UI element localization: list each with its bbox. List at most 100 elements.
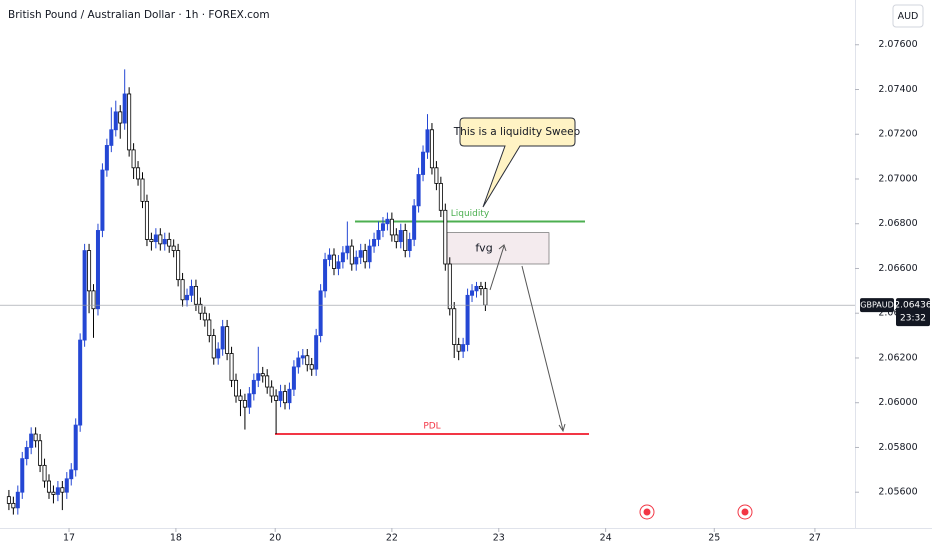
candle-body <box>470 290 475 296</box>
currency-label: AUD <box>898 11 919 22</box>
candle-body <box>104 145 109 171</box>
candle-body <box>136 167 141 180</box>
candle-body <box>327 254 332 260</box>
candle-body <box>465 294 470 345</box>
candle-body <box>6 496 11 504</box>
y-tick-label: 2.06000 <box>878 397 917 408</box>
candle-body <box>247 393 252 408</box>
candle-body <box>336 261 341 269</box>
x-tick-label: 24 <box>600 533 612 544</box>
candle-body <box>452 308 457 345</box>
candle-body <box>331 254 336 269</box>
candle-body <box>376 230 381 240</box>
candle-body <box>225 326 230 354</box>
candle-body <box>131 149 136 169</box>
price-badge <box>896 298 930 327</box>
arrow <box>489 245 505 291</box>
level-label: Liquidity <box>451 209 490 219</box>
candle-body <box>403 230 408 251</box>
candle-body <box>242 400 247 408</box>
y-tick-label: 2.07200 <box>878 129 917 140</box>
candle-body <box>24 447 29 460</box>
y-tick-label: 2.06200 <box>878 352 917 363</box>
candle-body <box>220 326 225 350</box>
callout-text: This is a liquidity Sweep <box>453 126 581 138</box>
event-icon[interactable] <box>639 504 655 520</box>
candle-body <box>483 288 488 306</box>
chart-title: British Pound / Australian Dollar · 1h ·… <box>8 9 270 21</box>
candle-body <box>113 111 118 131</box>
x-tick-label: 25 <box>708 533 720 544</box>
candle-body <box>162 238 167 245</box>
candle-body <box>358 250 363 258</box>
callout-bubble <box>459 117 576 208</box>
candle-body <box>349 245 354 265</box>
candle-body <box>274 395 279 401</box>
candle-body <box>260 373 265 377</box>
candle-body <box>234 379 239 397</box>
y-tick-label: 2.05600 <box>878 487 917 498</box>
candle-body <box>193 285 198 305</box>
candle-body <box>64 478 69 493</box>
candle-body <box>291 366 296 390</box>
candle-body <box>300 355 305 359</box>
x-tick-label: 20 <box>269 533 281 544</box>
candle-body <box>11 502 16 509</box>
y-tick-label: 2.07600 <box>878 39 917 50</box>
level-label: PDL <box>423 422 440 432</box>
arrow <box>521 265 564 431</box>
candle-body <box>51 491 56 495</box>
candle-body <box>461 344 466 352</box>
candle-body <box>202 312 207 321</box>
currency-button[interactable] <box>892 4 924 28</box>
candle-body <box>153 234 158 243</box>
candle-body <box>42 464 47 482</box>
candle-body <box>438 183 443 211</box>
candle-body <box>69 469 74 480</box>
candle-body <box>60 487 65 493</box>
candle-body <box>421 151 426 175</box>
candle-body <box>309 364 314 370</box>
candle-body <box>149 238 154 243</box>
last-price-label: 2.06436 <box>894 301 931 311</box>
candle-body <box>144 200 149 240</box>
candle-body <box>158 234 163 245</box>
candle-body <box>394 234 399 243</box>
y-tick-label: 2.06600 <box>878 263 917 274</box>
candle-body <box>55 487 60 495</box>
candle-body <box>238 395 243 401</box>
candle-body <box>416 174 421 207</box>
candle-body <box>345 245 350 254</box>
candle-body <box>33 433 38 442</box>
candle-body <box>256 373 261 381</box>
candle-body <box>185 294 190 301</box>
candle-body <box>46 480 51 493</box>
candle-body <box>372 238 377 247</box>
event-icon[interactable] <box>737 504 753 520</box>
y-tick-label: 2.07000 <box>878 173 917 184</box>
candle-body <box>100 169 105 231</box>
candle-body <box>367 245 372 263</box>
candle-body <box>118 111 123 124</box>
candle-body <box>429 129 434 169</box>
candle-body <box>318 290 323 336</box>
candle-body <box>412 205 417 240</box>
candle-body <box>207 319 212 336</box>
y-tick-label: 2.05800 <box>878 442 917 453</box>
x-tick-label: 22 <box>386 533 398 544</box>
candle-body <box>287 388 292 404</box>
candle-body <box>389 218 394 236</box>
candle-body <box>140 178 145 202</box>
countdown-label: 23:32 <box>900 314 926 324</box>
candle-body <box>251 379 256 395</box>
candle-body <box>15 491 20 509</box>
candle-body <box>380 223 385 231</box>
candle-body <box>282 391 288 404</box>
candle-body <box>443 209 448 265</box>
candle-body <box>385 218 390 225</box>
candle-body <box>20 458 25 493</box>
x-tick-label: 17 <box>63 533 75 544</box>
